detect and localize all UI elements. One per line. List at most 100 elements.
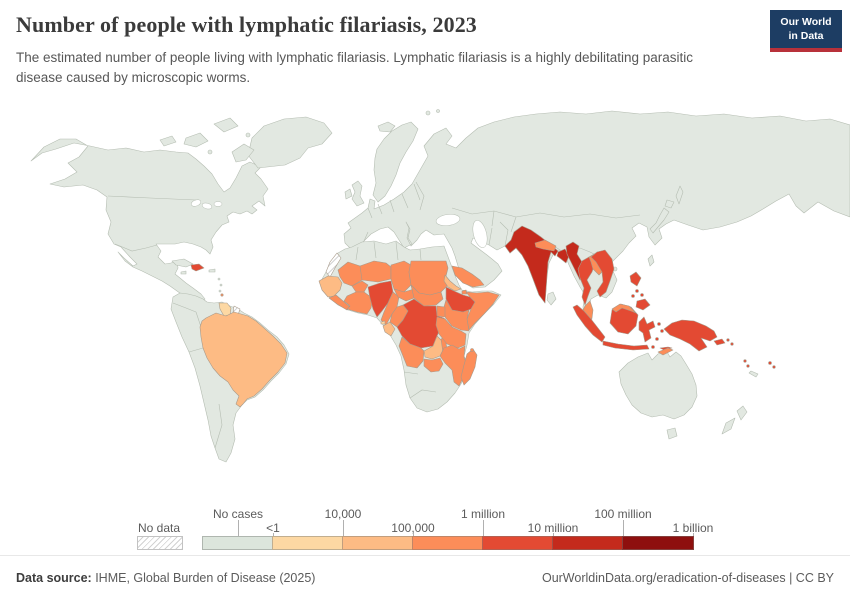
country-south-sudan [410,284,444,307]
antilles-islet-2 [219,283,223,287]
chart-footer: Data source: IHME, Global Burden of Dise… [0,555,850,600]
legend-label-1-million: 1 million [460,507,506,521]
country-uganda [436,305,446,318]
island-buru [655,337,659,341]
page-title: Number of people with lymphatic filarias… [16,12,477,37]
country-djibouti [461,289,468,295]
arctic-islet-2 [207,149,213,155]
country-cuba [171,258,194,268]
island-seram [660,329,664,333]
legend-bin-6[interactable] [552,536,624,550]
owid-logo-line2: in Data [788,29,824,42]
country-bangladesh [556,248,570,264]
black-sea [435,214,461,226]
country-puerto-rico [208,268,216,273]
arctic-island-banks [159,135,177,147]
country-eritrea [443,274,462,292]
legend-label-no-cases: No cases [212,507,264,521]
country-sri-lanka [546,291,557,306]
country-north-america [30,138,269,305]
country-taiwan [647,254,655,267]
island-svalbard [425,110,431,116]
country-united-kingdom [351,180,365,207]
island-palawan [631,294,635,298]
country-vietnam [590,249,615,298]
country-zimbabwe [423,357,444,373]
great-lake-huron [201,202,213,210]
country-ireland [344,188,353,200]
country-ivory-coast-ghana [343,291,374,315]
country-madagascar [460,348,478,386]
country-equatorial-guinea [380,320,386,325]
island-svalbard-2 [436,109,440,113]
country-lesser-antilles [220,293,224,297]
island-java [602,340,650,351]
legend-tick [693,533,694,536]
legend-label-100-000: 100,000 [391,521,435,535]
legend-bin-3[interactable] [342,536,414,550]
country-chad [390,260,412,293]
island-hokkaido [664,199,675,209]
no-data-swatch[interactable] [137,536,183,550]
legend-label-10-000: 10,000 [324,507,362,521]
legend-bin-7[interactable] [622,536,694,550]
country-yemen [451,265,485,288]
legend-label--1: <1 [266,521,280,535]
country-angola [398,336,425,369]
island-halmahera [657,322,661,326]
country-japan [649,207,670,234]
country-vanuatu-2 [746,364,750,368]
country-australia [618,349,698,420]
legend-bin-2[interactable] [272,536,344,550]
island-visayas-2 [640,293,644,297]
country-nigeria [367,280,394,318]
country-solomon-islands [726,338,730,342]
island-new-guinea [663,319,718,352]
island-tasmania [666,427,678,440]
attribution[interactable]: OurWorldinData.org/eradication-of-diseas… [541,571,834,585]
country-vanuatu [743,359,747,363]
country-solomon-islands-2 [730,342,734,346]
island-sulawesi [638,316,656,343]
country-tanzania [435,316,467,349]
island-bali [651,345,655,349]
region-scandinavia [372,121,419,203]
country-niger [359,260,392,283]
island-new-britain [713,338,726,346]
endemic-countries[interactable] [190,225,776,408]
arctic-island-victoria [183,132,209,148]
island-luzon [629,271,642,287]
great-lake-ontario [213,201,223,207]
map-legend: No data No cases <1 10,000 100,000 1 million… [0,505,850,557]
data-source-label: Data source: [16,571,92,585]
arctic-island-ellesmere [213,117,239,133]
legend-bin-5[interactable] [482,536,554,550]
antilles-islet [217,277,221,281]
island-sakhalin [675,185,684,205]
arctic-island-baffin [231,143,255,163]
legend-tick [483,520,484,536]
owid-logo-line1: Our World [780,16,832,28]
caspian-sea [472,220,488,248]
legend-bin-1[interactable] [202,536,274,550]
legend-tick [623,520,624,536]
country-greenland [247,116,333,169]
country-nepal [534,239,557,252]
owid-logo: Our World in Data [770,10,842,53]
legend-tick [413,533,414,536]
legend-tick [343,520,344,536]
island-new-caledonia [748,370,759,378]
island-mindanao [635,298,651,311]
island-timor [657,347,674,356]
data-source: Data source: IHME, Global Burden of Dise… [16,571,315,585]
country-jamaica [180,270,187,275]
country-iceland [377,121,396,133]
country-fiji [768,361,772,365]
legend-bin-4[interactable] [412,536,484,550]
data-source-value: IHME, Global Burden of Disease (2025) [91,571,316,585]
country-burkina-faso [351,280,369,293]
arctic-islet [245,132,251,138]
antilles-islet-3 [218,289,222,293]
